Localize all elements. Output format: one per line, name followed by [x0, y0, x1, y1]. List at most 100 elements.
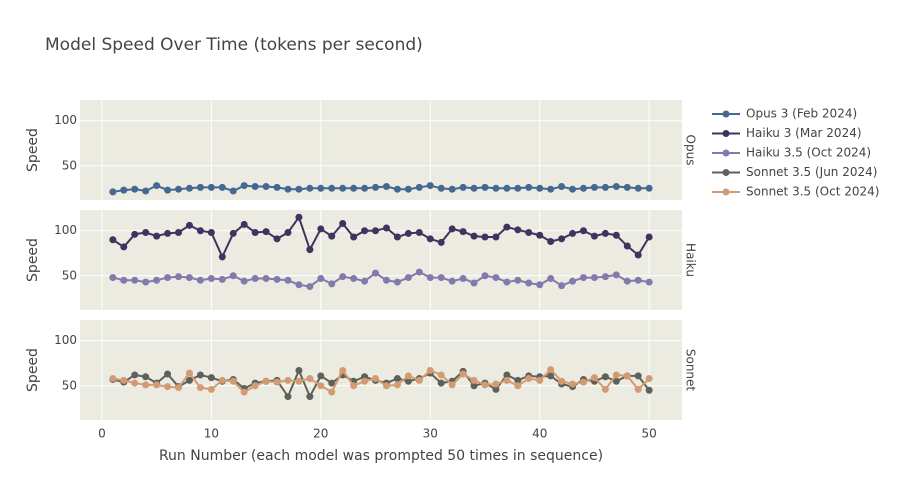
data-point: [590, 183, 598, 191]
data-point: [350, 274, 358, 282]
data-point: [196, 227, 204, 235]
data-point: [645, 278, 653, 286]
data-point: [142, 278, 150, 286]
data-point: [317, 184, 325, 192]
data-point: [459, 370, 467, 378]
data-point: [120, 186, 128, 194]
data-point: [590, 374, 598, 382]
data-point: [251, 382, 259, 390]
data-point: [109, 375, 117, 383]
data-point: [339, 273, 347, 281]
data-point: [218, 183, 226, 191]
data-point: [382, 182, 390, 190]
data-point: [645, 375, 653, 383]
data-point: [207, 183, 215, 191]
data-point: [645, 233, 653, 241]
y-tick-label: 50: [62, 268, 77, 282]
data-point: [382, 276, 390, 284]
x-tick-label: 20: [313, 427, 328, 441]
data-point: [372, 183, 380, 191]
data-point: [481, 233, 489, 241]
legend-item[interactable]: Haiku 3.5 (Oct 2024): [712, 146, 871, 160]
data-point: [306, 393, 314, 401]
data-point: [503, 278, 511, 286]
data-point: [612, 371, 620, 379]
data-point: [262, 377, 270, 385]
data-point: [164, 186, 172, 194]
x-axis-label: Run Number (each model was prompted 50 t…: [159, 448, 603, 464]
data-point: [284, 276, 292, 284]
data-point: [153, 182, 161, 190]
data-point: [284, 393, 292, 401]
legend-item[interactable]: Haiku 3 (Mar 2024): [712, 126, 862, 140]
plot-background: [80, 210, 682, 310]
x-tick-label: 30: [423, 427, 438, 441]
y-tick-label: 100: [54, 223, 77, 237]
data-point: [350, 382, 358, 390]
data-point: [525, 279, 533, 287]
legend-label: Sonnet 3.5 (Jun 2024): [746, 165, 877, 179]
legend-item[interactable]: Opus 3 (Feb 2024): [712, 107, 857, 121]
data-point: [131, 379, 139, 387]
data-point: [185, 376, 193, 384]
legend-label: Sonnet 3.5 (Oct 2024): [746, 185, 879, 199]
data-point: [481, 381, 489, 389]
data-point: [448, 381, 456, 389]
data-point: [547, 366, 555, 374]
x-tick-label: 40: [532, 427, 547, 441]
data-point: [273, 275, 281, 283]
data-point: [426, 274, 434, 282]
data-point: [382, 382, 390, 390]
data-point: [569, 185, 577, 193]
data-point: [328, 379, 336, 387]
data-point: [601, 183, 609, 191]
data-point: [207, 385, 215, 393]
data-point: [547, 274, 555, 282]
legend-item[interactable]: Sonnet 3.5 (Oct 2024): [712, 185, 879, 199]
data-point: [284, 185, 292, 193]
data-point: [295, 281, 303, 289]
data-point: [492, 385, 500, 393]
data-point: [415, 268, 423, 276]
data-point: [240, 220, 248, 228]
data-point: [470, 376, 478, 384]
data-point: [131, 371, 139, 379]
data-point: [142, 381, 150, 389]
data-point: [218, 376, 226, 384]
data-point: [601, 373, 609, 381]
x-tick-label: 10: [204, 427, 219, 441]
data-point: [590, 274, 598, 282]
data-point: [328, 280, 336, 288]
data-point: [207, 274, 215, 282]
data-point: [492, 233, 500, 241]
data-point: [437, 238, 445, 246]
data-point: [481, 183, 489, 191]
data-point: [164, 370, 172, 378]
data-point: [459, 183, 467, 191]
data-point: [448, 225, 456, 233]
data-point: [459, 228, 467, 236]
data-point: [514, 184, 522, 192]
data-point: [185, 369, 193, 377]
data-point: [295, 377, 303, 385]
data-point: [273, 183, 281, 191]
data-point: [196, 183, 204, 191]
data-point: [372, 375, 380, 383]
data-point: [218, 275, 226, 283]
data-point: [492, 274, 500, 282]
x-tick-label: 50: [642, 427, 657, 441]
data-point: [372, 269, 380, 277]
data-point: [164, 383, 172, 391]
data-point: [536, 184, 544, 192]
facet-label: Sonnet: [684, 349, 698, 392]
data-point: [623, 183, 631, 191]
facet-label: Opus: [684, 135, 698, 166]
legend-item[interactable]: Sonnet 3.5 (Jun 2024): [712, 165, 877, 179]
data-point: [525, 229, 533, 237]
data-point: [317, 382, 325, 390]
data-point: [558, 377, 566, 385]
facet-label: Haiku: [684, 243, 698, 277]
data-point: [361, 277, 369, 285]
x-tick-label: 0: [98, 427, 106, 441]
data-point: [579, 184, 587, 192]
